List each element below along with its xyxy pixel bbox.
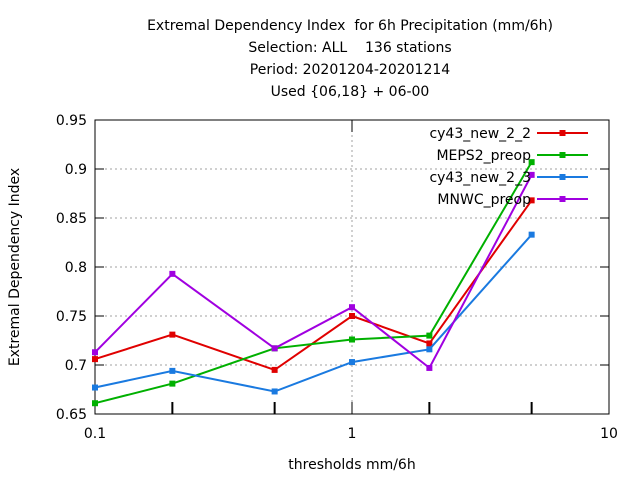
- y-tick-label: 0.75: [56, 309, 87, 325]
- y-axis-label: Extremal Dependency Index: [7, 168, 23, 366]
- series-MNWC_preop: [92, 171, 535, 371]
- legend: cy43_new_2_2 MEPS2_preop cy43_new_2_3 MNWC_…: [429, 126, 588, 208]
- y-tick-label: 0.8: [65, 260, 87, 276]
- data-point: [426, 332, 433, 339]
- data-point: [169, 270, 176, 277]
- x-tick-label: 1: [348, 426, 357, 442]
- y-tick-label: 0.65: [56, 407, 87, 423]
- series-layer: [92, 159, 535, 407]
- legend-swatch-marker: [559, 196, 566, 202]
- legend-swatch-marker: [559, 174, 566, 180]
- data-point: [426, 340, 433, 347]
- data-point: [528, 171, 535, 178]
- data-point: [528, 231, 535, 238]
- series-cy43_new_2_3: [92, 231, 535, 395]
- data-point: [92, 349, 98, 356]
- legend-swatch-marker: [559, 130, 566, 136]
- data-point: [426, 364, 433, 371]
- y-tick-label: 0.9: [65, 162, 87, 178]
- data-point: [349, 313, 355, 319]
- data-point: [92, 384, 98, 391]
- data-point: [349, 304, 355, 311]
- data-point: [92, 400, 98, 407]
- data-point: [528, 159, 535, 166]
- data-point: [169, 380, 176, 387]
- plot-frame: [94, 119, 610, 415]
- data-point: [349, 336, 355, 343]
- y-tick-label: 0.85: [56, 211, 87, 227]
- data-point: [426, 346, 433, 353]
- data-point: [92, 356, 98, 363]
- tick-layer: 0.65 0.7 0.75 0.8 0.85 0.9 0.95 0.1 1 10: [56, 113, 618, 442]
- y-tick-label: 0.7: [65, 358, 87, 374]
- data-point: [169, 367, 176, 374]
- series-line: [94, 161, 533, 405]
- series-line: [94, 174, 533, 370]
- legend-swatch-marker: [559, 152, 566, 158]
- data-point: [271, 366, 278, 373]
- x-axis-label: thresholds mm/6h: [288, 457, 415, 473]
- y-tick-label: 0.95: [56, 113, 87, 129]
- series-cy43_new_2_2: [92, 197, 535, 373]
- legend-label: cy43_new_2_2: [429, 126, 531, 142]
- legend-label: MEPS2_preop: [436, 148, 531, 164]
- legend-label: MNWC_preop: [437, 192, 531, 208]
- chart-title-line-3: Period: 20201204-20201214: [249, 62, 451, 78]
- legend-label: cy43_new_2_3: [429, 170, 531, 186]
- data-point: [349, 359, 355, 366]
- data-point: [528, 197, 535, 204]
- x-tick-label: 10: [600, 426, 618, 442]
- chart-title-line-1: Extremal Dependency Index for 6h Precipi…: [147, 18, 553, 34]
- chart-title-line-4: Used {06,18} + 06-00: [270, 84, 430, 100]
- data-point: [169, 331, 176, 338]
- data-point: [271, 345, 278, 352]
- x-tick-label: 0.1: [84, 426, 106, 442]
- series-line: [94, 234, 533, 393]
- data-point: [271, 388, 278, 395]
- chart-title-line-2: Selection: ALL 136 stations: [248, 40, 452, 56]
